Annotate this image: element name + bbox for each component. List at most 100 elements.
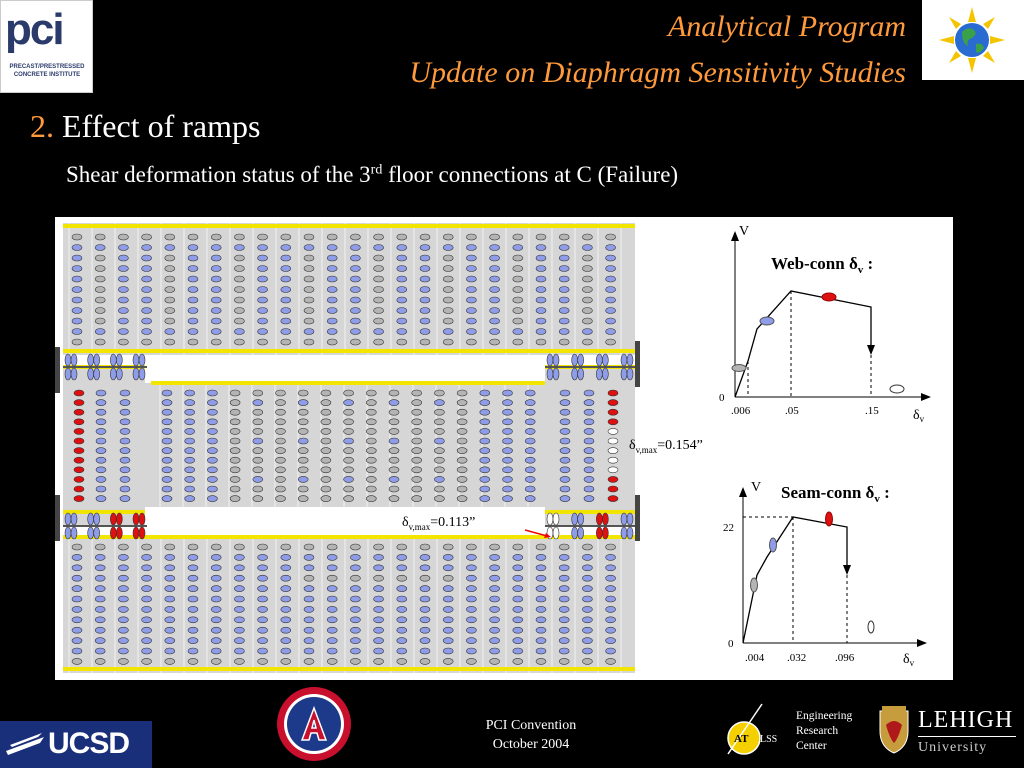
- connector-middle: [456, 456, 468, 464]
- connector-middle: [388, 399, 400, 406]
- connector-top: [466, 286, 477, 293]
- connector-top: [558, 244, 570, 251]
- connector-middle: [184, 399, 195, 406]
- connector-top: [280, 254, 292, 262]
- connector-right-blue: [583, 399, 595, 406]
- connector-middle: [229, 495, 241, 502]
- connector-middle: [184, 389, 195, 397]
- title-line-1: Analytical Program: [667, 10, 906, 43]
- connector-bottom: [141, 585, 152, 592]
- right-post-bottom: [635, 495, 640, 541]
- connector-bottom: [419, 543, 431, 551]
- connector-middle: [297, 437, 309, 445]
- connector-bottom: [350, 637, 361, 644]
- connector-top: [466, 296, 477, 304]
- connector-right-blue: [583, 408, 595, 416]
- connector-top: [118, 233, 129, 241]
- connector-bottom: [605, 595, 616, 603]
- connector-middle: [297, 399, 309, 406]
- connector-bottom: [558, 595, 570, 603]
- seam-top-left-connector: [110, 367, 117, 381]
- connector-bottom: [419, 647, 431, 655]
- globe-logo: [922, 0, 1024, 80]
- seam-bottom-left-connector: [132, 512, 140, 526]
- connector-middle: [275, 428, 286, 435]
- connector-bottom: [234, 595, 245, 603]
- connector-bottom: [326, 574, 338, 582]
- connector-bottom: [373, 574, 384, 582]
- seam-bottom-right-connector: [602, 526, 609, 540]
- connector-top: [303, 275, 315, 283]
- connector-top: [164, 233, 176, 241]
- connector-middle: [252, 437, 264, 445]
- connector-top: [535, 244, 547, 251]
- connector-top: [489, 275, 500, 283]
- connector-middle: [434, 428, 445, 435]
- connector-right-state: [607, 399, 619, 406]
- slide-subtitle: Shear deformation status of the 3rd floo…: [66, 162, 678, 188]
- connector-top: [419, 275, 431, 283]
- connector-middle: [456, 428, 468, 435]
- connector-right-blue: [559, 456, 571, 464]
- connector-top: [303, 317, 315, 325]
- connector-middle: [365, 447, 377, 454]
- web-marker-gray: [731, 364, 747, 372]
- connector-bottom: [512, 637, 524, 644]
- footer-convention-date: October 2004: [492, 737, 570, 752]
- connector-bottom: [94, 606, 106, 613]
- connector-top: [187, 307, 199, 314]
- connector-top: [94, 338, 106, 346]
- connector-bottom: [303, 564, 315, 572]
- connector-bottom: [326, 637, 338, 644]
- connector-bottom: [210, 574, 222, 582]
- connector-middle: [524, 485, 536, 493]
- connector-middle: [275, 466, 286, 474]
- connector-bottom: [94, 564, 106, 572]
- connector-bottom: [512, 595, 524, 603]
- seam-bottom-right-connector: [596, 512, 603, 526]
- connector-middle: [411, 389, 423, 397]
- connector-top: [582, 317, 593, 325]
- connector-middle: [365, 437, 377, 445]
- connector-middle: [161, 389, 173, 397]
- connector-bottom: [419, 616, 431, 624]
- connector-top: [512, 338, 524, 346]
- connector-bottom: [71, 543, 83, 551]
- connector-left-red: [73, 408, 85, 416]
- connector-bottom: [71, 647, 83, 655]
- seam-top-right-connector: [596, 367, 603, 381]
- connector-top: [118, 317, 129, 325]
- beam: [63, 667, 635, 671]
- beam: [63, 510, 145, 514]
- connector-bottom: [280, 564, 292, 572]
- web-yaxis-label: V: [739, 224, 749, 239]
- connector-bottom: [257, 647, 268, 655]
- connector-bottom: [71, 574, 83, 582]
- connector-top: [164, 317, 176, 325]
- seam-yaxis-arrow: [739, 487, 747, 497]
- connector-middle: [343, 485, 354, 493]
- connector-top: [489, 244, 500, 251]
- connector-left-blue: [119, 447, 131, 454]
- connector-left-red: [73, 389, 85, 397]
- connector-middle: [252, 408, 264, 416]
- connector-bottom: [442, 647, 454, 655]
- seam-marker-blue: [769, 537, 777, 553]
- connector-middle: [365, 418, 377, 426]
- connector-top: [210, 244, 222, 251]
- connector-middle: [184, 447, 195, 454]
- connector-left-blue: [95, 495, 107, 502]
- connector-bottom: [210, 543, 222, 551]
- connector-top: [350, 296, 361, 304]
- connector-top: [396, 244, 408, 251]
- connector-top: [94, 296, 106, 304]
- connector-right-blue: [583, 456, 595, 464]
- connector-bottom: [118, 637, 129, 644]
- connector-middle: [388, 437, 400, 445]
- connector-bottom: [257, 543, 268, 551]
- connector-middle: [456, 447, 468, 454]
- connector-bottom: [303, 658, 315, 665]
- connector-bottom: [558, 658, 570, 665]
- connector-bottom: [280, 616, 292, 624]
- subtitle-sup: rd: [370, 162, 383, 178]
